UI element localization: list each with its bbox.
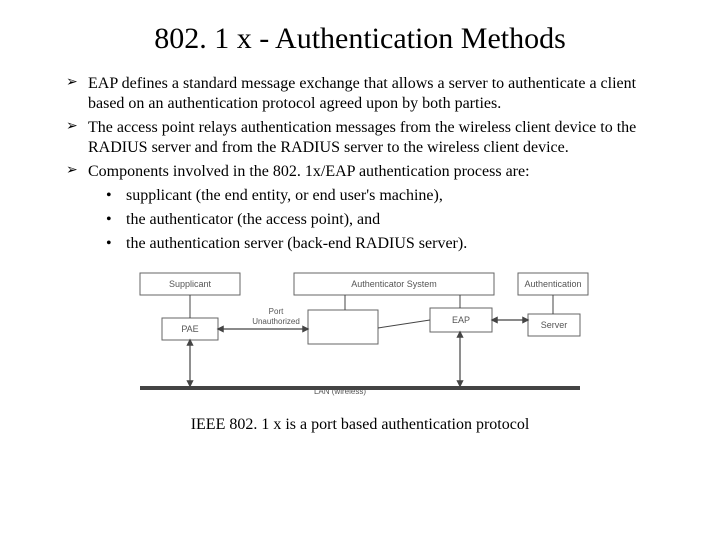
bullet-item: EAP defines a standard message exchange … [66,74,672,115]
sub-bullet-item: the authentication server (back-end RADI… [106,233,672,255]
svg-text:Authenticator System: Authenticator System [351,279,437,289]
main-bullet-list: EAP defines a standard message exchange … [48,74,672,254]
diagram-container: Supplicant PAE Authenticator System EAP Auth… [130,268,590,408]
auth-flow-diagram: Supplicant PAE Authenticator System EAP Auth… [130,268,590,408]
sub-bullet-item: the authenticator (the access point), an… [106,209,672,231]
bullet-item: The access point relays authentication m… [66,118,672,159]
svg-text:Unauthorized: Unauthorized [252,317,300,326]
diagram-caption: IEEE 802. 1 x is a port based authentica… [48,416,672,434]
bullet-item: Components involved in the 802. 1x/EAP a… [66,162,672,254]
svg-text:Supplicant: Supplicant [169,279,212,289]
svg-text:Server: Server [541,320,568,330]
svg-text:Port: Port [269,307,284,316]
bullet-text: Components involved in the 802. 1x/EAP a… [88,163,530,180]
sub-bullet-item: supplicant (the end entity, or end user'… [106,185,672,207]
sub-bullet-list: supplicant (the end entity, or end user'… [88,185,672,254]
svg-text:Authentication: Authentication [524,279,581,289]
svg-text:EAP: EAP [452,315,470,325]
slide-title: 802. 1 x - Authentication Methods [48,22,672,56]
svg-text:PAE: PAE [181,324,198,334]
